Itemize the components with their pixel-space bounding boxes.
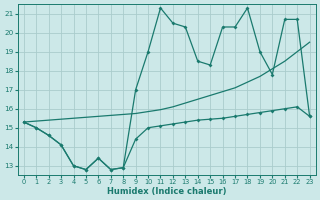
- X-axis label: Humidex (Indice chaleur): Humidex (Indice chaleur): [107, 187, 227, 196]
